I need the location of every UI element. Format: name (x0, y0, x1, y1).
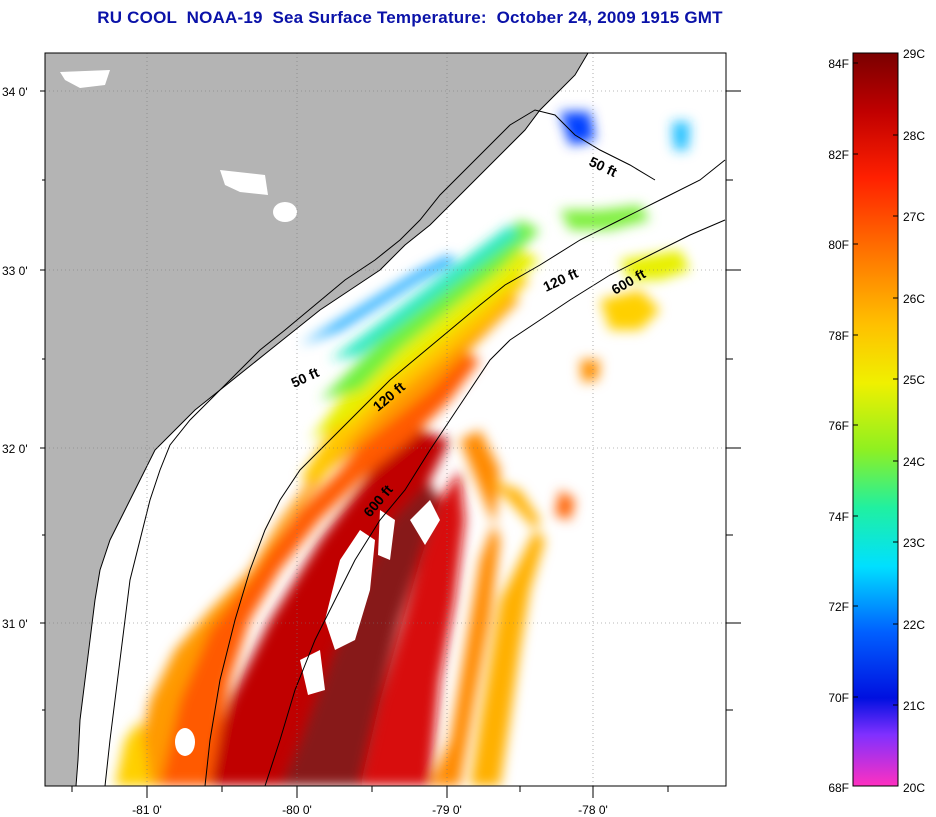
lake (220, 170, 268, 195)
colorbar-f-label: 70F (828, 691, 849, 705)
colorbar-c-label: 29C (903, 47, 925, 61)
lat-label: 31 0' (2, 617, 28, 631)
colorbar-f-label: 80F (828, 238, 849, 252)
isobath-lines (104, 109, 726, 786)
colorbar-c-label: 20C (903, 781, 925, 795)
axis-ticks (40, 90, 741, 798)
land (45, 53, 589, 786)
colorbar-gradient (852, 52, 899, 787)
lon-label: -80 0' (282, 803, 312, 817)
colorbar-f-label: 72F (828, 600, 849, 614)
map-border (44, 52, 727, 787)
colorbar-c-label: 21C (903, 699, 925, 713)
colorbar-c-label: 27C (903, 210, 925, 224)
colorbar-f-label: 84F (828, 57, 849, 71)
lon-label: -81 0' (132, 803, 162, 817)
colorbar-c-label: 25C (903, 373, 925, 387)
colorbar-c-label: 23C (903, 536, 925, 550)
colorbar-f-label: 76F (828, 419, 849, 433)
lat-label: 32 0' (2, 442, 28, 456)
colorbar-c-label: 28C (903, 129, 925, 143)
colorbar-f-label: 82F (828, 148, 849, 162)
lat-label: 34 0' (2, 85, 28, 99)
lake (60, 70, 110, 88)
lon-label: -79 0' (432, 803, 462, 817)
lat-label: 33 0' (2, 264, 28, 278)
lake (273, 202, 297, 222)
colorbar-f-label: 68F (828, 781, 849, 795)
colorbar-c-label: 26C (903, 292, 925, 306)
colorbar-f-label: 74F (828, 510, 849, 524)
map-title: RU COOL NOAA-19 Sea Surface Temperature:… (97, 8, 723, 27)
colorbar: 84F 82F 80F 78F 76F 74F 72F 70F 68F 29C … (828, 47, 925, 795)
colorbar-c-label: 22C (903, 618, 925, 632)
lon-label: -78 0' (578, 803, 608, 817)
colorbar-c-label: 24C (903, 455, 925, 469)
graticule (45, 53, 726, 786)
colorbar-f-label: 78F (828, 329, 849, 343)
